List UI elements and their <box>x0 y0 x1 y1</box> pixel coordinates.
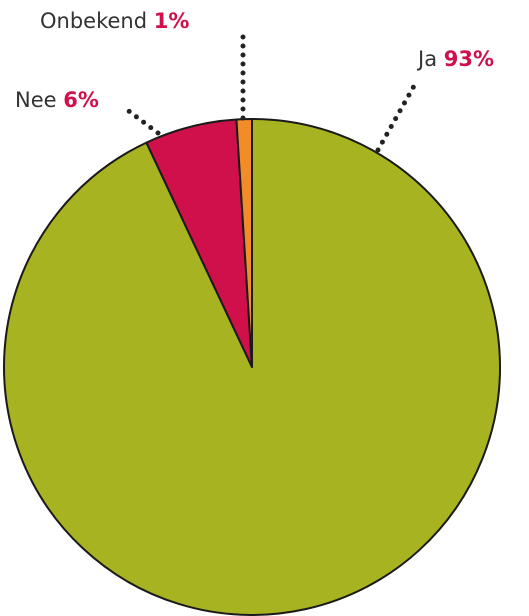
category-label: Nee <box>15 88 57 112</box>
value-label: 6% <box>63 88 99 112</box>
slice-label: Onbekend 1% <box>40 9 189 33</box>
leader-line <box>375 83 417 153</box>
pie <box>3 118 501 616</box>
value-label: 93% <box>444 47 494 71</box>
slice-label: Ja 93% <box>416 47 494 71</box>
leader-line <box>119 103 161 136</box>
slice-label: Nee 6% <box>15 88 99 112</box>
category-label: Ja <box>416 47 437 71</box>
category-label: Onbekend <box>40 9 147 33</box>
value-label: 1% <box>154 9 190 33</box>
